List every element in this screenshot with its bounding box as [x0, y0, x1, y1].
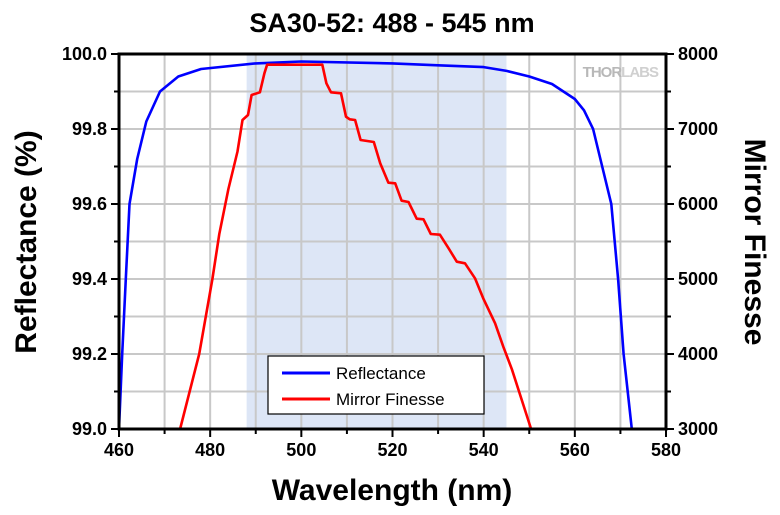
x-tick-label: 480	[195, 440, 225, 460]
y-tick-label: 99.6	[72, 194, 107, 214]
y2-tick-label: 5000	[678, 269, 718, 289]
series-line-reflectance	[117, 60, 634, 430]
x-tick-label: 460	[104, 440, 134, 460]
x-tick-label: 520	[377, 440, 407, 460]
axes	[111, 52, 674, 437]
y-axis-label: Reflectance (%)	[10, 130, 43, 353]
grid	[119, 54, 666, 429]
series-layer	[117, 60, 634, 430]
legend-label-finesse: Mirror Finesse	[336, 390, 445, 409]
x-tick-label: 500	[286, 440, 316, 460]
y2-tick-label: 3000	[678, 419, 718, 439]
legend-box	[267, 355, 485, 415]
y-tick-label: 99.2	[72, 344, 107, 364]
y-tick-label: 100.0	[62, 44, 107, 64]
legend: Reflectance Mirror Finesse	[267, 355, 485, 415]
tick-labels: 460 480 500 520 540 560 580 99.0 99.2 99.4 99.6 99.…	[62, 44, 718, 460]
y2-tick-label: 8000	[678, 44, 718, 64]
y-tick-label: 99.4	[72, 269, 107, 289]
x-tick-label: 580	[651, 440, 681, 460]
y2-tick-label: 4000	[678, 344, 718, 364]
watermark-logo: THORLABS	[583, 64, 659, 81]
chart-title: SA30-52: 488 - 545 nm	[249, 8, 534, 38]
series-line-mirror-finesse	[178, 63, 533, 430]
y2-tick-label: 7000	[678, 119, 718, 139]
y-tick-label: 99.8	[72, 119, 107, 139]
y2-tick-label: 6000	[678, 194, 718, 214]
x-tick-label: 560	[560, 440, 590, 460]
y2-axis-label: Mirror Finesse	[738, 139, 771, 346]
y-tick-label: 99.0	[72, 419, 107, 439]
x-axis-label: Wavelength (nm)	[272, 474, 513, 507]
legend-label-reflectance: Reflectance	[336, 364, 426, 383]
x-tick-label: 540	[469, 440, 499, 460]
